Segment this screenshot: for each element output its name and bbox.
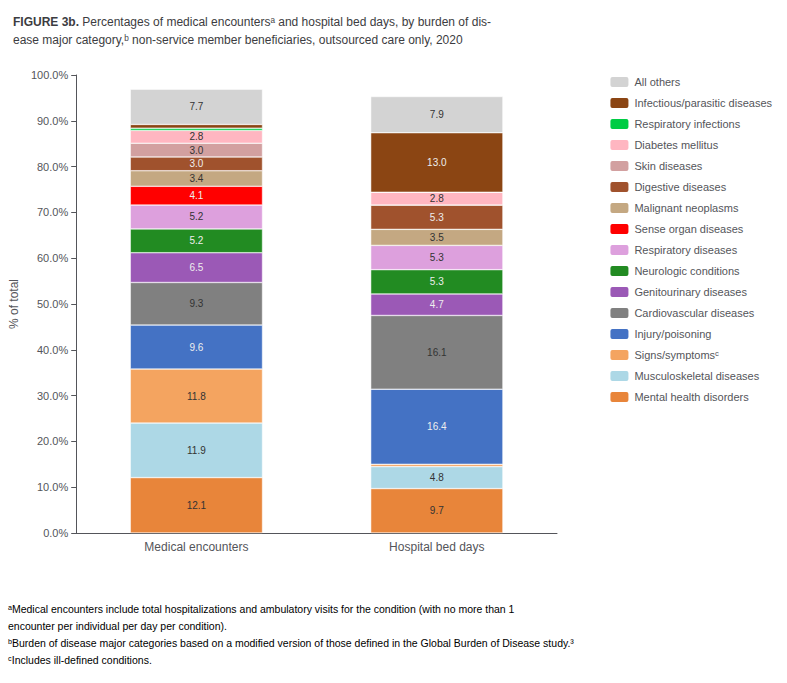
svg-text:7.7: 7.7 <box>189 101 203 112</box>
svg-text:5.3: 5.3 <box>430 212 444 223</box>
svg-text:Mental health disorders: Mental health disorders <box>634 391 749 403</box>
svg-text:ᵃMedical encounters include to: ᵃMedical encounters include total hospit… <box>8 603 515 615</box>
svg-text:Sense organ diseases: Sense organ diseases <box>634 223 743 235</box>
svg-text:3.4: 3.4 <box>189 173 203 184</box>
svg-text:Musculoskeletal diseases: Musculoskeletal diseases <box>634 370 759 382</box>
svg-text:9.7: 9.7 <box>430 505 444 516</box>
svg-text:Respiratory diseases: Respiratory diseases <box>634 244 737 256</box>
svg-text:5.2: 5.2 <box>189 211 203 222</box>
svg-text:7.9: 7.9 <box>430 109 444 120</box>
svg-text:50.0%: 50.0% <box>37 298 68 310</box>
svg-text:ease major category,ᵇ non-serv: ease major category,ᵇ non-service member… <box>13 33 463 47</box>
svg-text:Signs/symptomsᶜ: Signs/symptomsᶜ <box>634 349 719 361</box>
svg-text:2.8: 2.8 <box>189 131 203 142</box>
svg-text:Injury/poisoning: Injury/poisoning <box>634 328 711 340</box>
svg-text:20.0%: 20.0% <box>37 435 68 447</box>
svg-text:60.0%: 60.0% <box>37 252 68 264</box>
svg-text:Skin diseases: Skin diseases <box>634 160 702 172</box>
svg-text:ᶜIncludes ill-defined conditio: ᶜIncludes ill-defined conditions. <box>8 654 152 666</box>
svg-text:Neurologic conditions: Neurologic conditions <box>634 265 740 277</box>
svg-text:ᵇBurden of disease major categ: ᵇBurden of disease major categories base… <box>8 637 574 649</box>
svg-text:4.1: 4.1 <box>189 190 203 201</box>
svg-text:80.0%: 80.0% <box>37 161 68 173</box>
svg-text:6.5: 6.5 <box>189 262 203 273</box>
svg-text:Diabetes mellitus: Diabetes mellitus <box>634 139 718 151</box>
svg-text:Percentages of medical encount: Percentages of medical encountersᵃ and h… <box>82 15 491 29</box>
svg-text:4.7: 4.7 <box>430 299 444 310</box>
svg-text:Genitourinary diseases: Genitourinary diseases <box>634 286 747 298</box>
svg-text:100.0%: 100.0% <box>31 69 69 81</box>
svg-text:5.3: 5.3 <box>430 252 444 263</box>
svg-text:0.0%: 0.0% <box>43 527 68 539</box>
svg-text:13.0: 13.0 <box>427 157 447 168</box>
svg-text:Hospital bed days: Hospital bed days <box>389 540 484 554</box>
svg-text:Medical encounters: Medical encounters <box>144 540 248 554</box>
svg-text:4.8: 4.8 <box>430 472 444 483</box>
svg-text:Malignant neoplasms: Malignant neoplasms <box>634 202 738 214</box>
svg-text:Respiratory infections: Respiratory infections <box>634 118 740 130</box>
svg-text:% of total: % of total <box>7 279 21 329</box>
svg-text:2.8: 2.8 <box>430 193 444 204</box>
svg-text:FIGURE 3b.: FIGURE 3b. <box>13 15 79 29</box>
svg-text:30.0%: 30.0% <box>37 390 68 402</box>
svg-text:11.9: 11.9 <box>187 445 206 456</box>
svg-text:12.1: 12.1 <box>187 500 207 511</box>
svg-text:16.4: 16.4 <box>427 421 447 432</box>
svg-text:Infectious/parasitic diseases: Infectious/parasitic diseases <box>634 97 772 109</box>
svg-text:3.5: 3.5 <box>430 232 444 243</box>
svg-text:All others: All others <box>634 76 680 88</box>
svg-text:9.3: 9.3 <box>189 298 203 309</box>
svg-text:16.1: 16.1 <box>427 347 447 358</box>
svg-text:11.8: 11.8 <box>187 391 206 402</box>
svg-text:Digestive diseases: Digestive diseases <box>634 181 726 193</box>
svg-text:5.2: 5.2 <box>189 235 203 246</box>
svg-text:encounter per individual per d: encounter per individual per day per con… <box>8 620 227 632</box>
svg-text:40.0%: 40.0% <box>37 344 68 356</box>
svg-text:3.0: 3.0 <box>189 158 203 169</box>
svg-text:3.0: 3.0 <box>189 145 203 156</box>
svg-text:9.6: 9.6 <box>189 342 203 353</box>
svg-text:70.0%: 70.0% <box>37 206 68 218</box>
svg-text:5.3: 5.3 <box>430 276 444 287</box>
svg-text:10.0%: 10.0% <box>37 481 68 493</box>
svg-text:Cardiovascular diseases: Cardiovascular diseases <box>634 307 754 319</box>
svg-text:90.0%: 90.0% <box>37 115 68 127</box>
